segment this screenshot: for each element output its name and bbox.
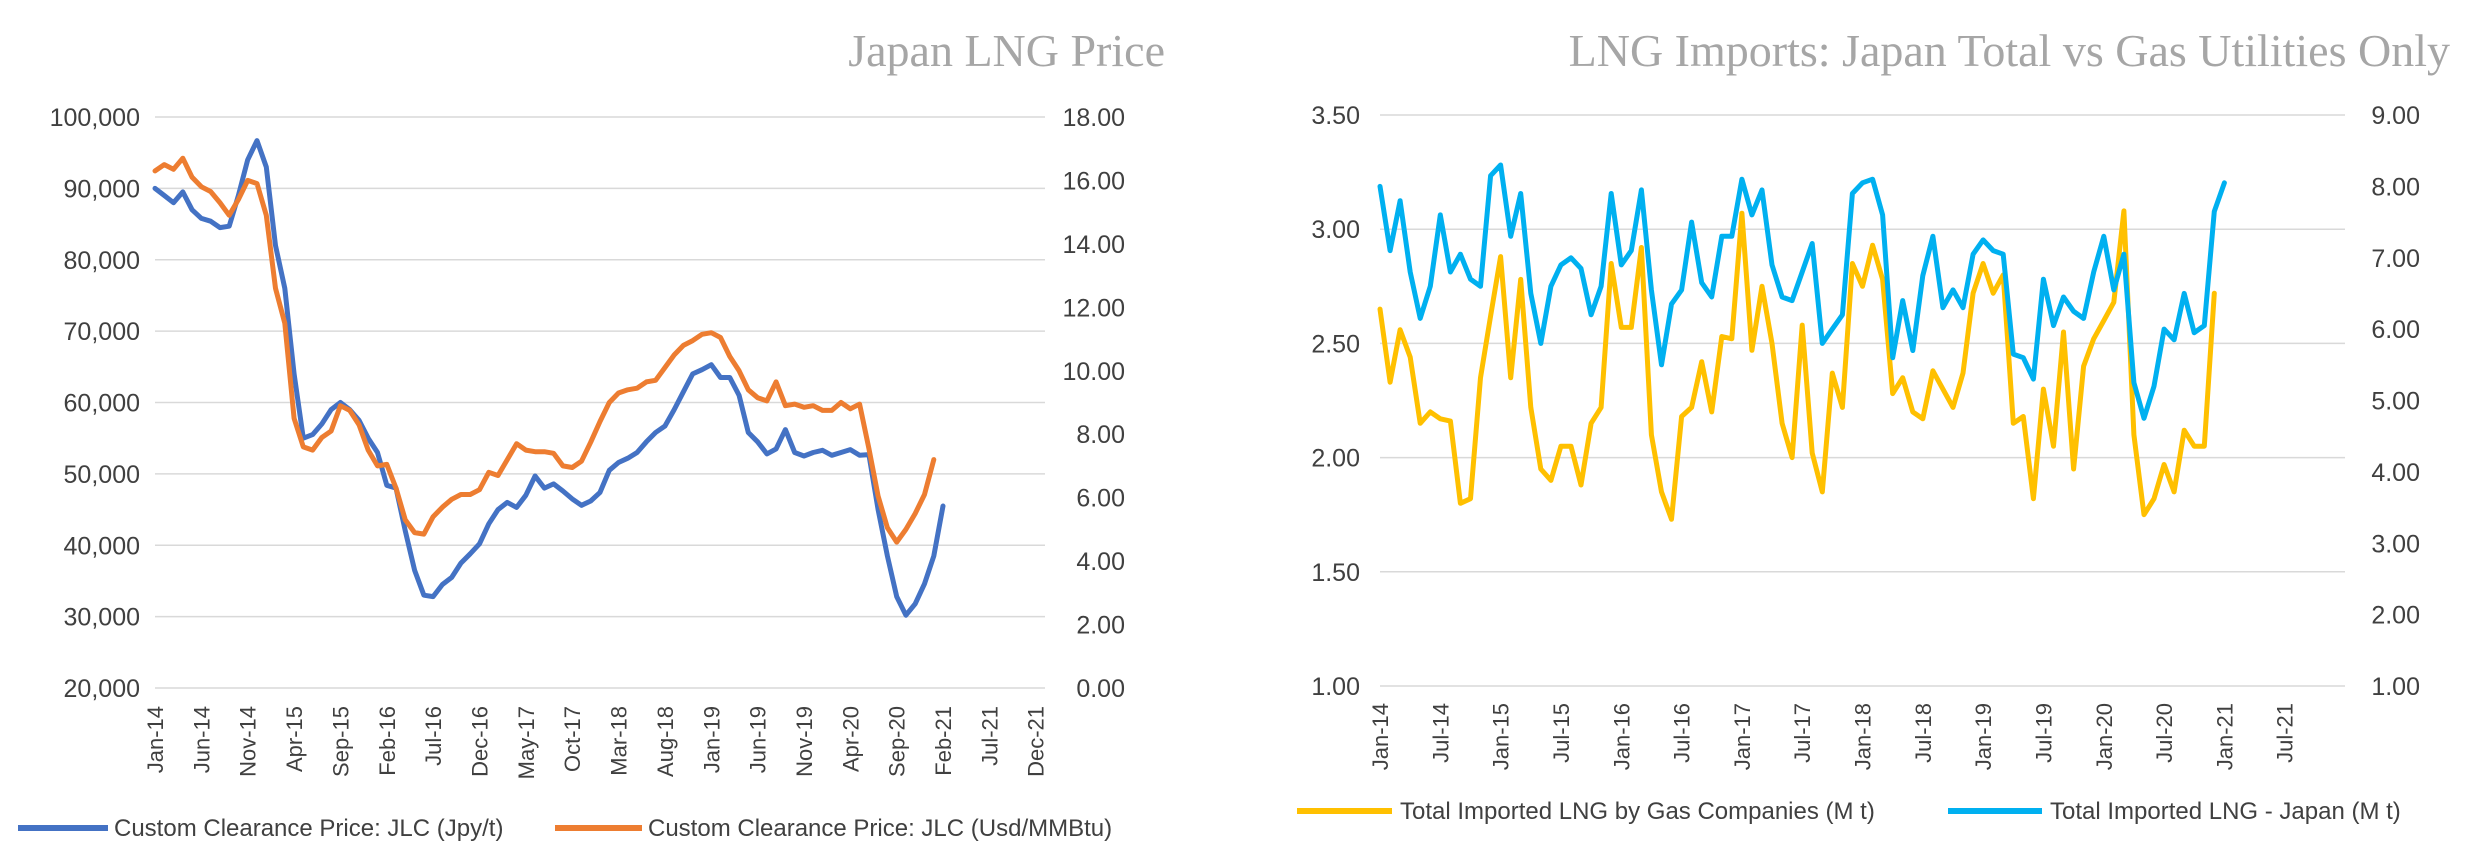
chart1-right-axis-ticks: 18.00 16.00 14.00 12.00 10.00 8.00 6.00 4.00 2.0… xyxy=(1062,104,1125,703)
y-left-tick-label: 20,000 xyxy=(64,675,140,703)
chart-japan-lng-price: Japan LNG Price 100,000 90,000 80,000 70,00… xyxy=(18,25,1165,842)
y-left-tick-label: 90,000 xyxy=(64,175,140,203)
chart1-x-axis-ticks: Jan-14 Jun-14 Nov-14 Apr-15 Sep-15 Feb-16 Jul-… xyxy=(143,706,1049,779)
x-tick-label: Jan-19 xyxy=(699,706,724,773)
y-right-tick-label: 3.00 xyxy=(2371,530,2420,558)
x-tick-label: Sep-20 xyxy=(885,706,910,777)
y-left-tick-label: 3.50 xyxy=(1311,102,1360,130)
y-right-tick-label: 2.00 xyxy=(1076,612,1125,640)
legend-label-japan-total: Total Imported LNG - Japan (M t) xyxy=(2050,798,2401,825)
y-left-tick-label: 100,000 xyxy=(50,104,140,132)
y-right-tick-label: 8.00 xyxy=(2371,173,2420,201)
y-right-tick-label: 4.00 xyxy=(1076,548,1125,576)
x-tick-label: Jul-19 xyxy=(2031,703,2056,763)
y-left-tick-label: 80,000 xyxy=(64,247,140,275)
y-right-tick-label: 14.00 xyxy=(1062,231,1125,259)
y-left-tick-label: 3.00 xyxy=(1311,216,1360,244)
legend-label-gas-companies: Total Imported LNG by Gas Companies (M t… xyxy=(1400,798,1875,825)
y-left-tick-label: 2.50 xyxy=(1311,330,1360,358)
y-right-tick-label: 8.00 xyxy=(1076,421,1125,449)
chart2-x-axis-ticks: Jan-14 Jul-14 Jan-15 Jul-15 Jan-16 Jul-16 Jan-… xyxy=(1368,703,2298,770)
x-tick-label: Jan-21 xyxy=(2212,703,2237,770)
y-right-tick-label: 0.00 xyxy=(1076,675,1125,703)
x-tick-label: Jul-17 xyxy=(1790,703,1815,763)
x-tick-label: Jul-14 xyxy=(1428,703,1453,763)
x-tick-label: Jan-18 xyxy=(1851,703,1876,770)
chart1-title: Japan LNG Price xyxy=(848,25,1165,76)
x-tick-label: Jul-16 xyxy=(421,706,446,766)
x-tick-label: Apr-20 xyxy=(838,706,863,772)
legend-label-jpy: Custom Clearance Price: JLC (Jpy/t) xyxy=(114,815,503,842)
y-right-tick-label: 1.00 xyxy=(2371,673,2420,701)
y-right-tick-label: 10.00 xyxy=(1062,358,1125,386)
x-tick-label: Jul-21 xyxy=(977,706,1002,766)
y-right-tick-label: 7.00 xyxy=(2371,245,2420,273)
y-right-tick-label: 16.00 xyxy=(1062,167,1125,195)
x-tick-label: Sep-15 xyxy=(328,706,353,777)
x-tick-label: Jan-14 xyxy=(1368,703,1393,770)
x-tick-label: Dec-21 xyxy=(1024,706,1049,777)
x-tick-label: Jan-19 xyxy=(1971,703,1996,770)
legend-label-usd: Custom Clearance Price: JLC (Usd/MMBtu) xyxy=(648,815,1112,842)
y-right-tick-label: 5.00 xyxy=(2371,388,2420,416)
x-tick-label: Mar-18 xyxy=(607,706,632,776)
x-tick-label: Oct-17 xyxy=(560,706,585,772)
y-left-tick-label: 30,000 xyxy=(64,604,140,632)
chart2-right-axis-ticks: 9.00 8.00 7.00 6.00 5.00 4.00 3.00 2.00 1.00 xyxy=(2371,102,2420,701)
x-tick-label: Jul-21 xyxy=(2273,703,2298,763)
series-line xyxy=(152,155,937,545)
x-tick-label: Jul-16 xyxy=(1670,703,1695,763)
chart2-series-lines xyxy=(1377,162,2227,522)
y-left-tick-label: 2.00 xyxy=(1311,445,1360,473)
y-left-tick-label: 60,000 xyxy=(64,390,140,418)
chart2-legend: Total Imported LNG by Gas Companies (M t… xyxy=(1297,798,2401,825)
y-right-tick-label: 4.00 xyxy=(2371,459,2420,487)
x-tick-label: Apr-15 xyxy=(282,706,307,772)
chart2-gridlines xyxy=(1380,114,2345,687)
y-left-tick-label: 50,000 xyxy=(64,461,140,489)
series-line xyxy=(152,138,946,618)
x-tick-label: Jul-15 xyxy=(1549,703,1574,763)
x-tick-label: Jun-14 xyxy=(189,706,214,773)
y-left-tick-label: 70,000 xyxy=(64,318,140,346)
x-tick-label: May-17 xyxy=(514,706,539,779)
y-left-tick-label: 1.50 xyxy=(1311,559,1360,587)
x-tick-label: Nov-19 xyxy=(792,706,817,777)
y-right-tick-label: 18.00 xyxy=(1062,104,1125,132)
chart1-left-axis-ticks: 100,000 90,000 80,000 70,000 60,000 50,000 40,… xyxy=(50,104,140,703)
x-tick-label: Feb-16 xyxy=(375,706,400,776)
y-left-tick-label: 1.00 xyxy=(1311,673,1360,701)
chart2-left-axis-ticks: 3.50 3.00 2.50 2.00 1.50 1.00 xyxy=(1311,102,1360,701)
chart1-legend: Custom Clearance Price: JLC (Jpy/t) Cust… xyxy=(18,815,1112,842)
y-right-tick-label: 12.00 xyxy=(1062,294,1125,322)
x-tick-label: Jan-16 xyxy=(1609,703,1634,770)
y-right-tick-label: 6.00 xyxy=(2371,316,2420,344)
y-right-tick-label: 6.00 xyxy=(1076,485,1125,513)
chart1-series-lines xyxy=(152,138,946,618)
x-tick-label: Dec-16 xyxy=(467,706,492,777)
x-tick-label: Jan-17 xyxy=(1730,703,1755,770)
x-tick-label: Jul-18 xyxy=(1911,703,1936,763)
series-line xyxy=(1377,162,2227,421)
chart1-gridlines xyxy=(155,116,1045,689)
x-tick-label: Nov-14 xyxy=(236,706,261,777)
chart-lng-imports: LNG Imports: Japan Total vs Gas Utilitie… xyxy=(1297,25,2450,825)
x-tick-label: Jan-15 xyxy=(1489,703,1514,770)
series-line xyxy=(1377,208,2217,522)
x-tick-label: Jan-14 xyxy=(143,706,168,773)
chart2-title: LNG Imports: Japan Total vs Gas Utilitie… xyxy=(1569,25,2450,76)
y-right-tick-label: 9.00 xyxy=(2371,102,2420,130)
y-left-tick-label: 40,000 xyxy=(64,532,140,560)
y-right-tick-label: 2.00 xyxy=(2371,602,2420,630)
x-tick-label: Jun-19 xyxy=(746,706,771,773)
x-tick-label: Aug-18 xyxy=(653,706,678,777)
x-tick-label: Jan-20 xyxy=(2092,703,2117,770)
x-tick-label: Jul-20 xyxy=(2152,703,2177,763)
x-tick-label: Feb-21 xyxy=(931,706,956,776)
